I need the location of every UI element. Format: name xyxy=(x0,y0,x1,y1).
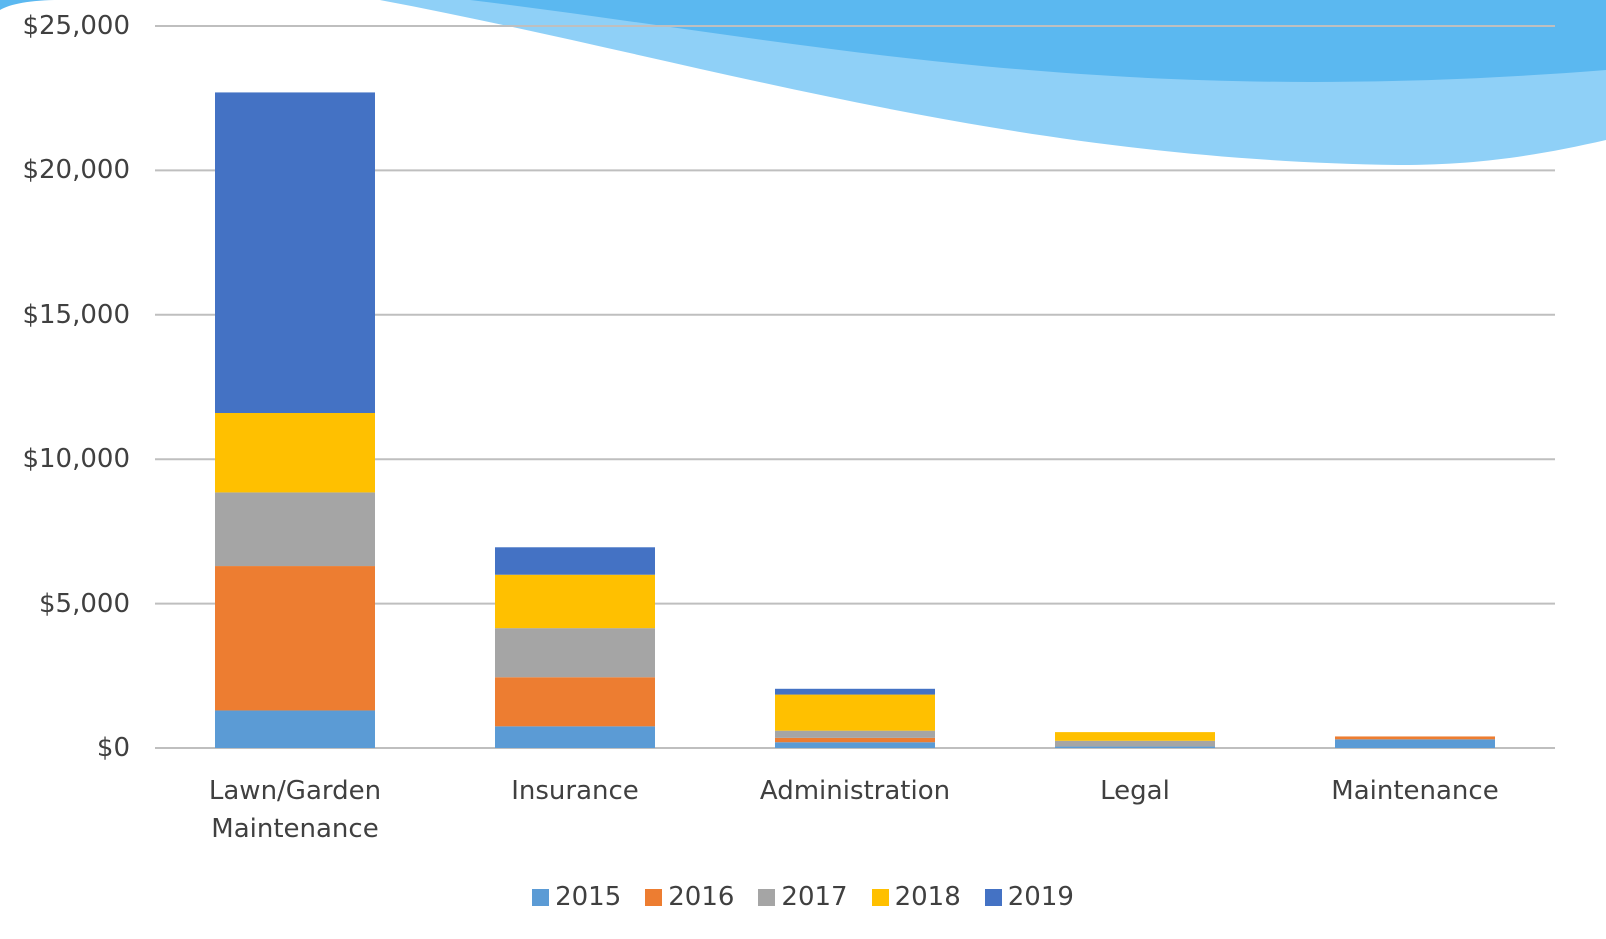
bar-segment xyxy=(495,628,655,678)
legend-swatch xyxy=(871,888,889,906)
y-tick-label: $25,000 xyxy=(22,11,130,41)
bar-segment xyxy=(215,492,375,567)
bar-segment xyxy=(215,412,375,493)
legend-label: 2015 xyxy=(555,882,622,912)
legend-item: 2019 xyxy=(984,878,1074,916)
legend-label: 2018 xyxy=(894,882,961,912)
x-tick-label: Legal xyxy=(1100,776,1170,806)
x-tick-label: Insurance xyxy=(511,776,639,806)
legend-swatch xyxy=(645,888,663,906)
bar-segment xyxy=(215,710,375,748)
legend-swatch xyxy=(758,888,776,906)
legend-label: 2017 xyxy=(781,882,848,912)
bar-segment xyxy=(1055,740,1215,747)
bar-segment xyxy=(1335,739,1495,748)
legend-item: 2015 xyxy=(532,878,621,916)
y-tick-label: $5,000 xyxy=(39,588,130,619)
bar-segment xyxy=(1055,746,1215,748)
legend: 2015 2016 2017 2018 2019 xyxy=(0,878,1606,916)
bar-segment xyxy=(1055,732,1215,741)
legend-label: 2019 xyxy=(1007,882,1074,912)
y-tick-label: $10,000 xyxy=(22,444,130,475)
bar-segment xyxy=(1335,736,1495,740)
bar-segment xyxy=(775,737,935,743)
bar-segment xyxy=(215,566,375,711)
bar-segment xyxy=(495,547,655,575)
legend-item: 2016 xyxy=(645,878,734,916)
y-tick-label: $20,000 xyxy=(22,155,130,186)
legend-item: 2017 xyxy=(758,878,848,916)
x-tick-label: Lawn/Garden Maintenance xyxy=(208,776,382,844)
legend-swatch xyxy=(532,888,550,906)
y-tick-label: $0 xyxy=(96,733,130,763)
x-tick-label: Administration xyxy=(759,776,951,806)
y-tick-label: $15,000 xyxy=(22,299,130,330)
bar-segment xyxy=(495,677,655,727)
decor-wave xyxy=(0,0,60,10)
decor-wave xyxy=(470,0,1606,82)
bar-segment xyxy=(775,688,935,695)
bar-segment xyxy=(495,726,655,748)
bar-segment xyxy=(215,92,375,413)
x-tick-label: Maintenance xyxy=(1331,776,1499,806)
bar-segment xyxy=(775,730,935,738)
bar-segment xyxy=(495,574,655,629)
legend-label: 2016 xyxy=(668,882,735,912)
bar-segment xyxy=(775,694,935,731)
legend-swatch xyxy=(984,888,1002,906)
legend-item: 2018 xyxy=(871,878,961,916)
bar-segment xyxy=(775,742,935,748)
